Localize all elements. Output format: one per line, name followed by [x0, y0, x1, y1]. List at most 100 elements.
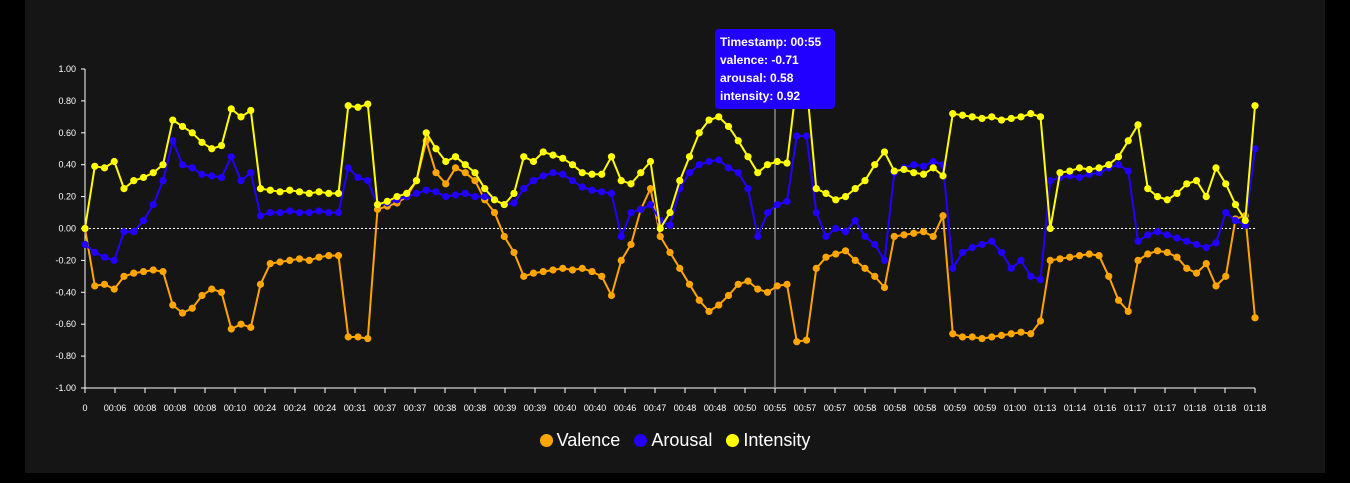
data-point-arousal	[1075, 173, 1084, 182]
data-point-valence	[1114, 296, 1123, 304]
data-point-intensity	[481, 185, 489, 193]
x-tick-label: 00:08	[134, 403, 157, 413]
data-point-valence	[149, 266, 157, 274]
data-point-arousal	[773, 200, 781, 209]
x-tick-label: 0	[82, 403, 87, 413]
data-point-valence	[110, 285, 118, 293]
data-point-arousal	[871, 240, 879, 249]
x-tick-label: 00:10	[224, 403, 247, 413]
emotion-line-chart[interactable]: 1.00 0.80 0.60 0.40 0.20 0.00 -0.20 -0.40 -0.60 -…	[0, 0, 1350, 430]
data-point-arousal	[481, 193, 489, 201]
arousal-dot-icon	[634, 434, 648, 447]
tooltip-timestamp: 00:55	[790, 35, 822, 49]
data-point-valence	[929, 232, 937, 241]
x-tick-label: 00:39	[494, 403, 517, 413]
data-point-intensity	[500, 200, 508, 209]
data-point-arousal	[968, 244, 976, 252]
data-point-intensity	[997, 116, 1006, 124]
legend-label-arousal: Arousal	[651, 430, 713, 450]
data-point-valence	[890, 232, 898, 241]
data-point-valence	[793, 338, 801, 346]
data-point-arousal	[715, 156, 723, 164]
data-point-valence	[266, 259, 274, 268]
data-point-arousal	[178, 161, 187, 169]
data-point-arousal	[1173, 234, 1181, 242]
y-tick-label: -0.40	[55, 287, 76, 297]
data-point-intensity	[978, 114, 986, 123]
data-point-arousal	[997, 248, 1006, 257]
data-point-valence	[276, 258, 284, 266]
data-point-valence	[1251, 314, 1259, 322]
data-point-arousal	[1231, 216, 1240, 225]
data-point-intensity	[988, 113, 996, 121]
data-point-intensity	[442, 157, 450, 166]
data-point-arousal	[305, 208, 313, 217]
data-point-intensity	[422, 129, 430, 137]
data-point-valence	[247, 323, 255, 331]
data-point-intensity	[295, 188, 304, 196]
data-point-arousal	[1202, 244, 1210, 252]
data-point-arousal	[1027, 272, 1035, 280]
data-point-valence	[1017, 328, 1025, 336]
legend: Valence Arousal Intensity	[0, 430, 1350, 451]
data-point-intensity	[520, 153, 528, 161]
data-point-arousal	[266, 208, 274, 217]
data-point-arousal	[861, 232, 869, 241]
y-tick-label: 0.00	[58, 224, 76, 234]
legend-item-arousal[interactable]: Arousal	[634, 430, 712, 451]
data-point-arousal	[247, 169, 255, 177]
data-point-intensity	[949, 110, 957, 118]
data-point-arousal	[568, 177, 577, 185]
data-point-valence	[1007, 330, 1015, 338]
data-point-intensity	[1124, 137, 1132, 145]
data-point-intensity	[890, 167, 898, 175]
data-point-intensity	[149, 169, 157, 177]
data-point-intensity	[1036, 113, 1045, 121]
data-point-intensity	[266, 186, 274, 194]
data-point-valence	[208, 285, 216, 293]
data-point-arousal	[227, 153, 235, 161]
data-point-valence	[871, 272, 879, 280]
y-tick-label: 0.60	[58, 128, 76, 138]
data-point-valence	[685, 280, 694, 288]
data-point-valence	[471, 177, 479, 185]
data-point-intensity	[1222, 180, 1230, 188]
data-point-valence	[841, 247, 850, 255]
data-point-intensity	[1046, 224, 1054, 233]
data-point-arousal	[744, 185, 752, 193]
data-point-intensity	[1134, 121, 1142, 129]
data-point-intensity	[1231, 200, 1240, 209]
data-point-valence	[1095, 252, 1103, 260]
data-point-valence	[822, 253, 830, 261]
data-point-valence	[1056, 255, 1064, 263]
data-point-valence	[695, 296, 703, 304]
data-point-intensity	[139, 173, 148, 182]
legend-item-intensity[interactable]: Intensity	[726, 430, 810, 451]
data-point-arousal	[754, 232, 762, 241]
data-point-valence	[256, 280, 265, 288]
legend-label-intensity: Intensity	[743, 430, 811, 450]
data-point-valence	[724, 291, 733, 300]
data-point-valence	[1046, 256, 1054, 264]
data-point-arousal	[354, 173, 362, 182]
valence-dot-icon	[539, 434, 553, 447]
data-point-valence	[627, 240, 635, 249]
legend-item-valence[interactable]: Valence	[539, 430, 620, 451]
data-point-intensity	[1241, 216, 1249, 225]
data-point-valence	[442, 180, 450, 188]
data-point-arousal	[461, 189, 469, 198]
data-point-intensity	[1105, 161, 1113, 169]
x-tick-label: 00:40	[584, 403, 607, 413]
data-point-intensity	[256, 185, 265, 193]
x-tick-label: 01:14	[1064, 403, 1087, 413]
data-point-arousal	[256, 212, 265, 220]
data-point-valence	[1085, 250, 1093, 258]
data-point-intensity	[1027, 110, 1035, 118]
x-tick-label: 00:39	[524, 403, 547, 413]
data-point-intensity	[578, 169, 586, 177]
data-point-intensity	[344, 102, 352, 110]
data-point-valence	[500, 232, 508, 241]
y-tick-label: 1.00	[58, 64, 76, 74]
data-point-intensity	[910, 169, 918, 177]
data-point-arousal	[1144, 231, 1152, 239]
